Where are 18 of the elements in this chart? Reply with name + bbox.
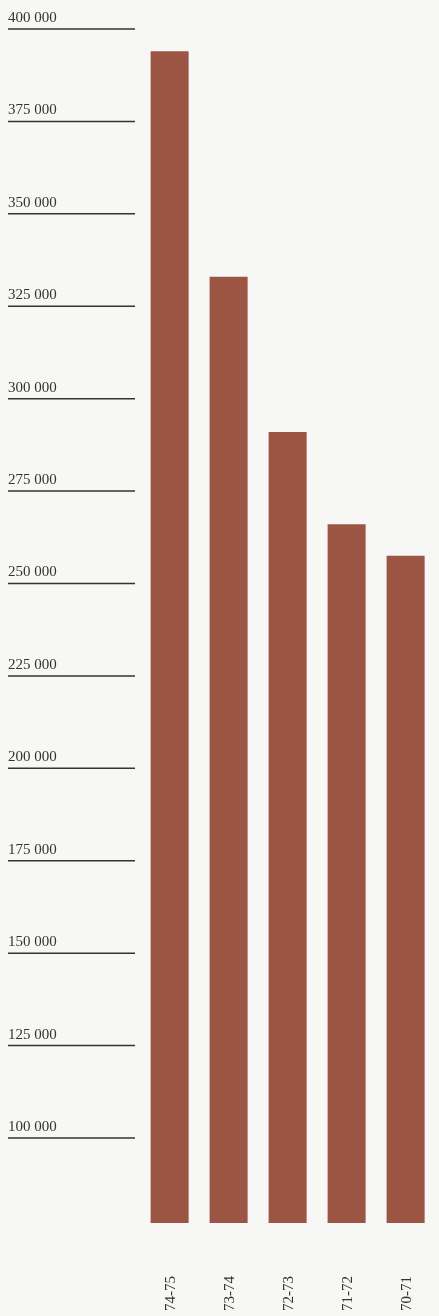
x-tick-label: 74-75 <box>161 1276 178 1311</box>
y-tick-label: 375 000 <box>8 101 57 118</box>
y-tick-label: 125 000 <box>8 1025 57 1042</box>
y-tick-label: 250 000 <box>8 563 57 580</box>
y-tick-label: 150 000 <box>8 933 57 950</box>
y-tick-label: 325 000 <box>8 286 57 303</box>
y-tick-label: 400 000 <box>8 9 57 25</box>
y-tick-label: 100 000 <box>8 1117 57 1134</box>
y-tick-label: 225 000 <box>8 655 57 672</box>
y-tick-label: 350 000 <box>8 193 57 210</box>
y-tick-label: 175 000 <box>8 840 57 857</box>
y-tick-label: 275 000 <box>8 471 57 488</box>
x-tick-label: 71-72 <box>338 1276 355 1311</box>
y-tick-label: 300 000 <box>8 378 57 395</box>
x-tick-label: 70-71 <box>397 1276 414 1311</box>
y-tick-label: 200 000 <box>8 748 57 765</box>
x-tick-label: 72-73 <box>279 1276 296 1311</box>
x-tick-label: 73-74 <box>220 1275 237 1311</box>
